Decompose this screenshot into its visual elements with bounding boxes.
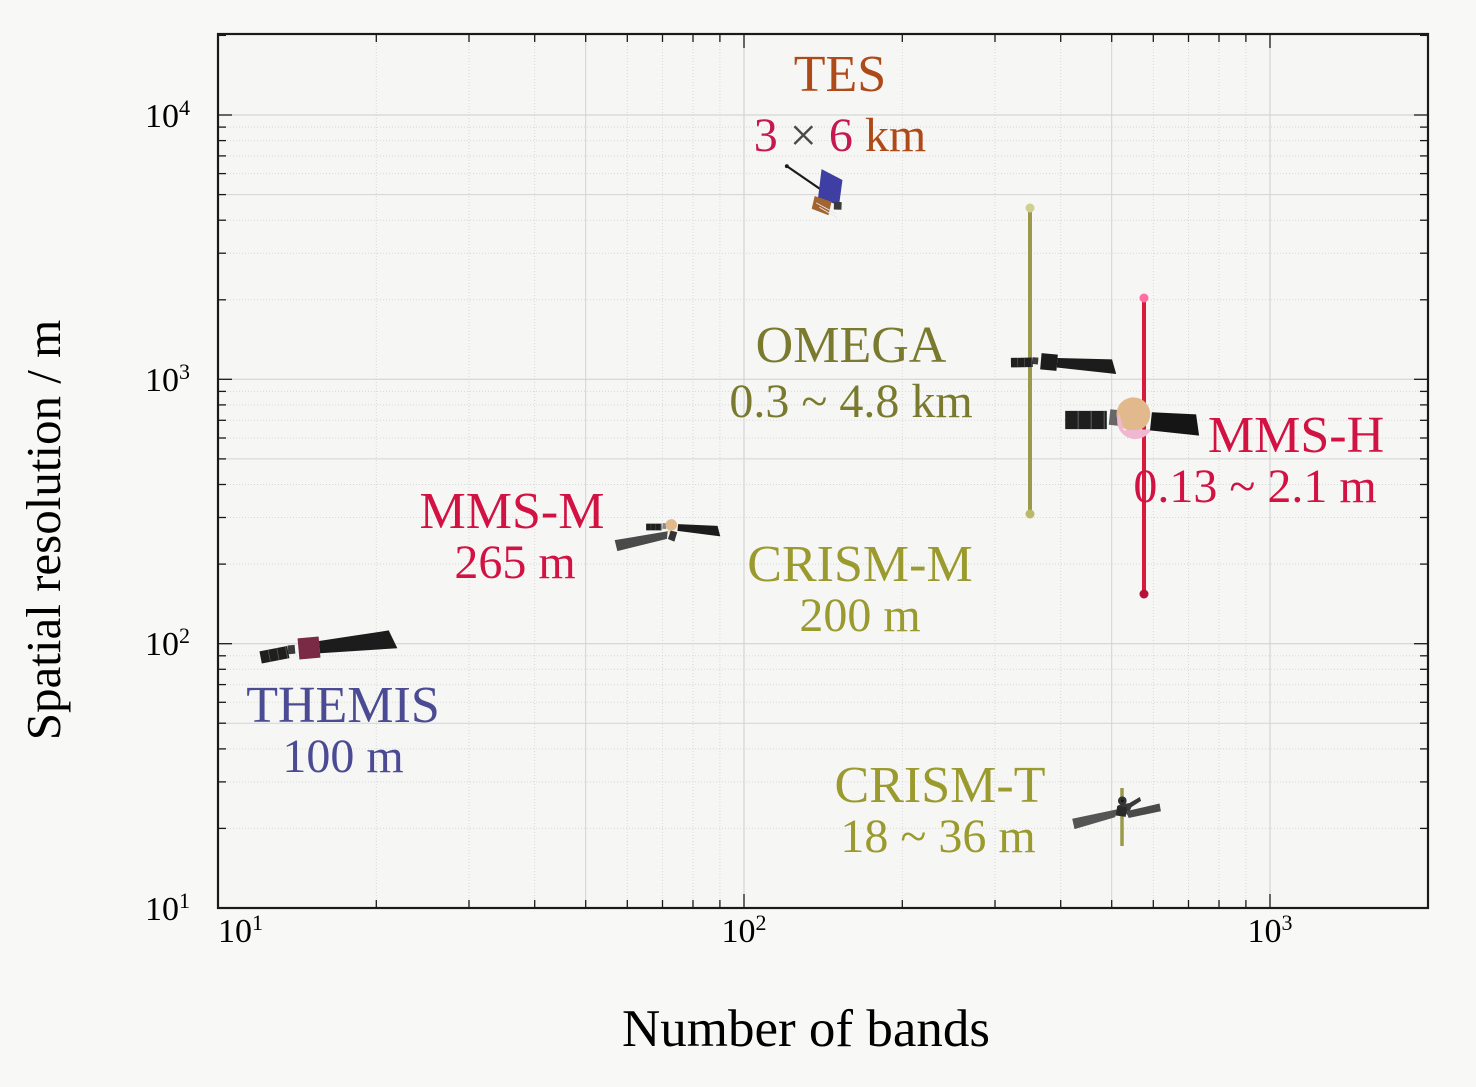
svg-text:103: 103 (1248, 910, 1293, 950)
svg-text:102: 102 (145, 623, 190, 663)
svg-text:265 m: 265 m (454, 536, 575, 589)
svg-text:MMS-H: MMS-H (1208, 407, 1384, 464)
svg-text:CRISM-T: CRISM-T (835, 757, 1046, 814)
svg-text:101: 101 (218, 910, 263, 950)
svg-text:104: 104 (145, 95, 190, 135)
svg-text:101: 101 (145, 888, 190, 928)
svg-text:Number of bands: Number of bands (622, 1000, 990, 1058)
svg-text:THEMIS: THEMIS (246, 677, 440, 734)
svg-text:102: 102 (722, 910, 767, 950)
svg-text:103: 103 (145, 359, 190, 399)
svg-text:100 m: 100 m (282, 730, 403, 783)
svg-text:Spatial resolution / m: Spatial resolution / m (16, 320, 71, 741)
svg-text:OMEGA: OMEGA (756, 317, 947, 374)
svg-text:18 ~ 36 m: 18 ~ 36 m (840, 810, 1035, 863)
svg-text:TES: TES (794, 46, 886, 103)
svg-text:3 × 6 km: 3 × 6 km (754, 109, 926, 162)
svg-text:CRISM-M: CRISM-M (747, 536, 972, 593)
svg-text:0.3 ~ 4.8 km: 0.3 ~ 4.8 km (729, 375, 972, 428)
svg-text:MMS-M: MMS-M (420, 483, 605, 540)
svg-text:0.13 ~ 2.1 m: 0.13 ~ 2.1 m (1133, 460, 1376, 513)
svg-text:200 m: 200 m (799, 589, 920, 642)
